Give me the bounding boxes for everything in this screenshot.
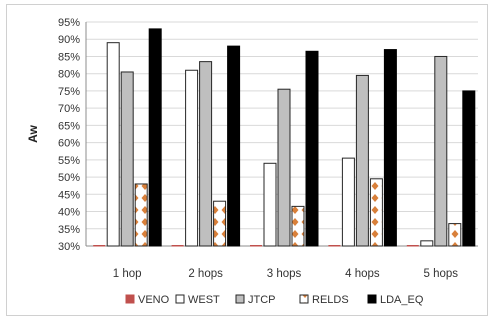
bar-relds — [213, 200, 227, 247]
bar-relds — [134, 183, 148, 247]
bar-jtcp — [434, 55, 448, 247]
y-tick-label: 65% — [58, 120, 80, 132]
y-tick-label: 85% — [58, 51, 80, 63]
bar-relds — [291, 205, 305, 247]
y-tick-label: 90% — [58, 34, 80, 46]
bar-veno — [406, 245, 419, 247]
legend-swatch-jtcp — [235, 294, 245, 304]
y-tick-label: 35% — [58, 224, 80, 236]
y-tick-label: 50% — [58, 172, 80, 184]
bar-jtcp — [199, 61, 213, 247]
bar-lda-eq — [227, 45, 241, 247]
bar-relds — [369, 178, 383, 247]
bar-jtcp — [120, 71, 134, 247]
x-category-label: 1 hop — [113, 268, 142, 280]
legend-label-lda-eq: LDA_EQ — [380, 294, 424, 306]
y-tick-label: 40% — [58, 207, 80, 219]
bar-veno — [250, 245, 262, 247]
x-category-label: 3 hops — [267, 268, 302, 280]
x-axis-categories: 1 hop 2 hops 3 hops 4 hops 5 hops — [113, 268, 459, 280]
y-tick-label: 95% — [58, 17, 80, 29]
y-tick-label: 55% — [58, 155, 80, 167]
bar-veno — [328, 245, 341, 247]
legend: VENO WEST JTCP RELDS LDA_EQ — [125, 294, 424, 306]
x-category-label: 2 hops — [188, 268, 223, 280]
bar-veno — [171, 245, 184, 247]
bar-west — [185, 69, 199, 247]
y-axis-label: Aw — [26, 124, 40, 142]
x-category-label: 4 hops — [345, 268, 380, 280]
y-tick-label: 75% — [58, 86, 80, 98]
y-tick-label: 45% — [58, 189, 80, 201]
legend-label-west: WEST — [188, 294, 220, 306]
legend-swatch-west — [175, 294, 185, 304]
bar-lda-eq — [383, 49, 397, 247]
bar-west — [106, 42, 120, 247]
legend-swatch-relds — [299, 294, 309, 304]
bar-relds — [448, 223, 462, 247]
bar-west — [420, 240, 434, 247]
y-tick-label: 60% — [58, 138, 80, 150]
bars — [93, 28, 476, 247]
bar-lda-eq — [305, 50, 319, 247]
bar-lda-eq — [462, 90, 476, 247]
x-category-label: 5 hops — [424, 268, 459, 280]
y-axis-ticks: 30% 35% 40% 45% 50% 55% 60% 65% 70% 75% 80% 85% 90% 9… — [58, 17, 80, 253]
y-tick-label: 70% — [58, 103, 80, 115]
bar-jtcp — [277, 88, 291, 247]
y-tick-label: 80% — [58, 69, 80, 81]
legend-swatch-lda-eq — [367, 294, 377, 304]
bar-veno — [93, 245, 106, 247]
legend-label-jtcp: JTCP — [248, 294, 276, 306]
bar-west — [263, 162, 277, 247]
bar-jtcp — [355, 74, 369, 247]
y-tick-label: 30% — [58, 241, 80, 253]
legend-label-relds: RELDS — [312, 294, 349, 306]
bar-west — [341, 157, 355, 247]
bar-lda-eq — [148, 28, 162, 247]
legend-label-veno: VENO — [138, 294, 170, 306]
legend-swatch-veno — [125, 294, 135, 304]
